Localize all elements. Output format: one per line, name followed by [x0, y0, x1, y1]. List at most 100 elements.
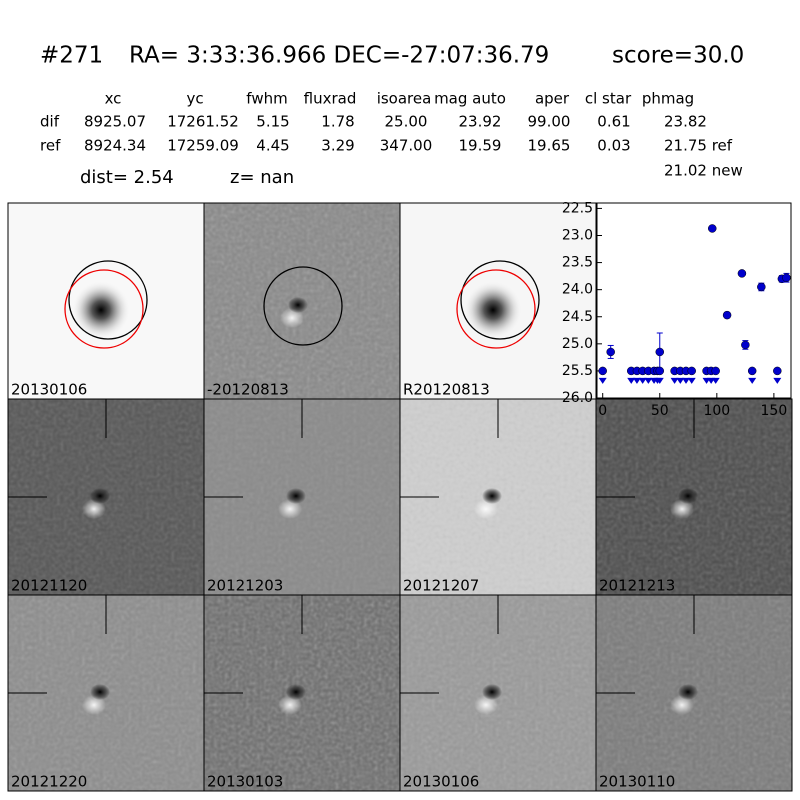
y-tick-label: 22.5	[562, 200, 593, 216]
residual-dark	[286, 488, 306, 504]
limit-arrow	[655, 377, 664, 384]
x-tick-label: 100	[703, 403, 730, 419]
coordinates: RA= 3:33:36.966 DEC=-27:07:36.79	[129, 43, 549, 69]
cell: 0.61	[597, 113, 630, 131]
point	[655, 366, 665, 376]
cell: 23.92	[459, 113, 502, 131]
point	[708, 224, 717, 233]
limit-arrow	[748, 377, 757, 384]
cell: 21.75 ref	[664, 137, 733, 155]
residual-dark	[90, 684, 110, 700]
residual-dark	[678, 488, 698, 504]
column-header: aper	[535, 90, 570, 108]
galaxy	[463, 280, 523, 340]
panel-label: 20130110	[599, 773, 675, 791]
cell: 0.03	[597, 137, 630, 155]
limit-arrow	[682, 377, 691, 384]
panel-label: 20121207	[403, 577, 479, 595]
y-tick-label: 23.5	[562, 255, 593, 271]
phmag-new: 21.02 new	[664, 162, 743, 180]
column-header: yc	[186, 90, 203, 108]
residual-dark	[286, 684, 306, 700]
point	[782, 273, 791, 282]
point	[773, 366, 782, 376]
panel-label: R20120813	[403, 381, 490, 399]
image-frame	[595, 594, 793, 792]
y-tick-label: 24.5	[562, 309, 593, 325]
aperture	[456, 269, 536, 349]
y-tick-label: 25.5	[562, 363, 593, 379]
point	[598, 366, 607, 376]
galaxy	[71, 280, 131, 340]
limit-arrow	[687, 377, 696, 384]
panel-label: 20130103	[207, 773, 283, 791]
cell: 1.78	[321, 113, 354, 131]
limit-arrow	[711, 377, 720, 384]
row-label: ref	[40, 137, 61, 155]
redshift: z= nan	[230, 167, 294, 188]
aperture	[68, 260, 148, 340]
cell: 5.15	[256, 113, 289, 131]
point	[737, 269, 747, 278]
point	[655, 347, 665, 357]
y-tick-label: 23.0	[562, 228, 593, 244]
y-tick-label: 24.0	[562, 282, 593, 298]
residual-dark	[288, 297, 308, 313]
aperture	[460, 260, 540, 340]
cell: 23.82	[664, 113, 707, 131]
panel-label: 20121213	[599, 577, 675, 595]
limit-arrow	[598, 377, 607, 384]
panel-label: 20130106	[11, 381, 87, 399]
cell: 25.00	[385, 113, 428, 131]
residual-dark	[90, 488, 110, 504]
cell: 17259.09	[167, 137, 239, 155]
limit-arrow	[627, 377, 636, 384]
point	[606, 347, 615, 357]
x-tick-label: 50	[651, 403, 669, 419]
point	[711, 366, 720, 376]
cell: 4.45	[256, 137, 289, 155]
column-header: mag auto	[434, 90, 506, 108]
limit-arrow	[676, 377, 685, 384]
cell: 347.00	[380, 137, 433, 155]
row-label: dif	[40, 113, 60, 131]
limit-arrow	[644, 377, 653, 384]
y-tick-label: 26.0	[562, 390, 593, 406]
point	[757, 282, 766, 292]
limit-arrow	[670, 377, 679, 384]
limit-arrow	[632, 377, 641, 384]
x-tick-label: 0	[598, 403, 607, 419]
aperture	[64, 269, 144, 349]
point	[722, 310, 732, 320]
panel-label: 20121203	[207, 577, 283, 595]
aperture	[263, 266, 343, 346]
panel-label: -20120813	[207, 381, 289, 399]
distance: dist= 2.54	[80, 167, 174, 188]
panel-label: 20121120	[11, 577, 87, 595]
limit-arrow	[638, 377, 647, 384]
column-header: fluxrad	[304, 90, 357, 108]
column-header: cl star	[585, 90, 632, 108]
limit-arrow	[773, 377, 782, 384]
candidate-id: #271	[40, 43, 103, 69]
panel-label: 20130106	[403, 773, 479, 791]
y-tick-label: 25.0	[562, 336, 593, 352]
point	[747, 366, 757, 376]
column-header: phmag	[642, 90, 694, 108]
cell: 17261.52	[167, 113, 239, 131]
plot-area	[596, 202, 792, 399]
panel-label: 20121220	[11, 773, 87, 791]
cell: 3.29	[321, 137, 354, 155]
residual-dark	[482, 488, 502, 504]
cell: 8925.07	[84, 113, 146, 131]
cell: 99.00	[528, 113, 571, 131]
point	[741, 340, 750, 350]
column-header: xc	[105, 90, 122, 108]
point	[687, 366, 696, 376]
column-header: isoarea	[377, 90, 432, 108]
residual-dark	[678, 684, 698, 700]
x-tick-label: 150	[761, 403, 788, 419]
cell: 19.65	[528, 137, 571, 155]
cell: 19.59	[459, 137, 502, 155]
